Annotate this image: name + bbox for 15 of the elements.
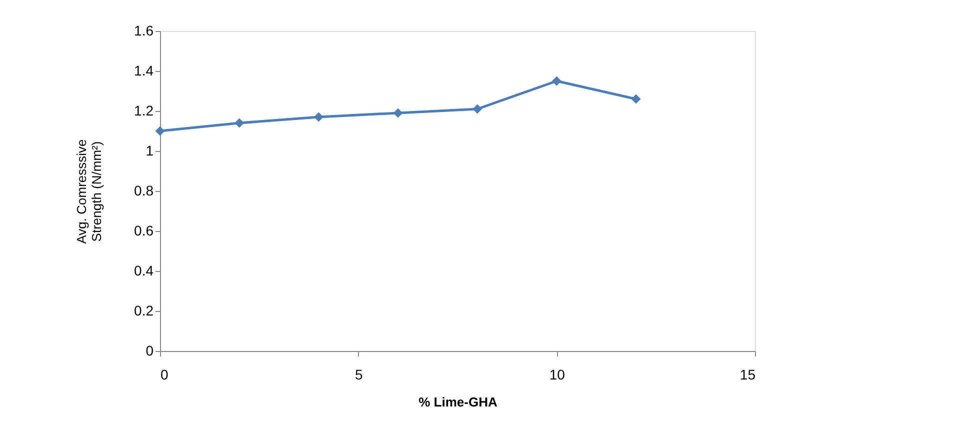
y-axis-title: Avg. Comresssive Strength (N/mm²) — [74, 139, 104, 244]
x-tick-label: 10 — [549, 366, 566, 382]
y-tick-label: 0 — [146, 342, 154, 358]
y-tick-label: 1.6 — [134, 22, 154, 38]
x-axis-title: % Lime-GHA — [418, 394, 498, 410]
y-tick-label: 0.2 — [134, 302, 154, 318]
y-tick-label: 0.8 — [134, 182, 154, 198]
y-tick-label: 1 — [146, 142, 154, 158]
x-tick-label: 5 — [354, 366, 363, 382]
x-tick-label: 15 — [740, 366, 756, 382]
y-tick-label: 0.6 — [134, 222, 154, 238]
y-tick-label: 1.2 — [134, 102, 154, 118]
y-tick-label: 0.4 — [134, 262, 154, 278]
y-tick-label: 1.4 — [134, 62, 154, 78]
x-tick-label: 0 — [160, 366, 168, 382]
